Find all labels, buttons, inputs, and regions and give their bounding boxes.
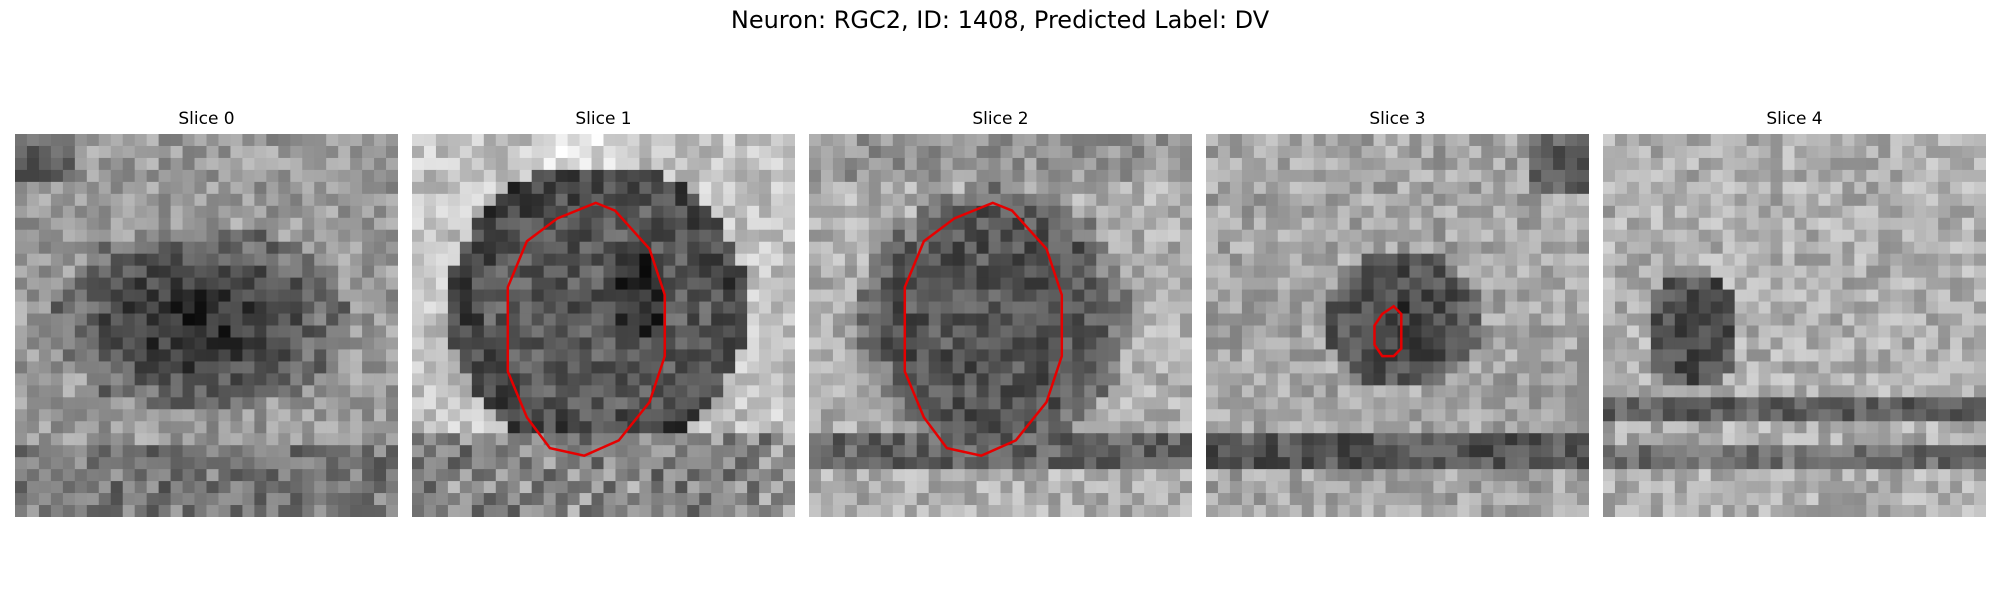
slice-image — [1206, 134, 1589, 517]
slice-panel-3: Slice 3 — [1206, 108, 1589, 517]
slice-image — [15, 134, 398, 517]
slice-title: Slice 3 — [1369, 109, 1426, 129]
slice-image — [809, 134, 1192, 517]
slice-panel-2: Slice 2 — [809, 108, 1192, 517]
slice-image — [1603, 134, 1986, 517]
slice-title: Slice 0 — [178, 109, 235, 129]
slice-panel-1: Slice 1 — [412, 108, 795, 517]
segmentation-contour — [506, 201, 667, 458]
segmentation-contour — [903, 201, 1064, 458]
slice-image — [412, 134, 795, 517]
slice-panel-4: Slice 4 — [1603, 108, 1986, 517]
slice-title: Slice 4 — [1766, 109, 1823, 129]
segmentation-contour — [1373, 304, 1403, 358]
slice-title: Slice 2 — [972, 109, 1029, 129]
figure-title: Neuron: RGC2, ID: 1408, Predicted Label:… — [730, 6, 1270, 34]
slice-title: Slice 1 — [575, 109, 632, 129]
slice-panel-0: Slice 0 — [15, 108, 398, 517]
